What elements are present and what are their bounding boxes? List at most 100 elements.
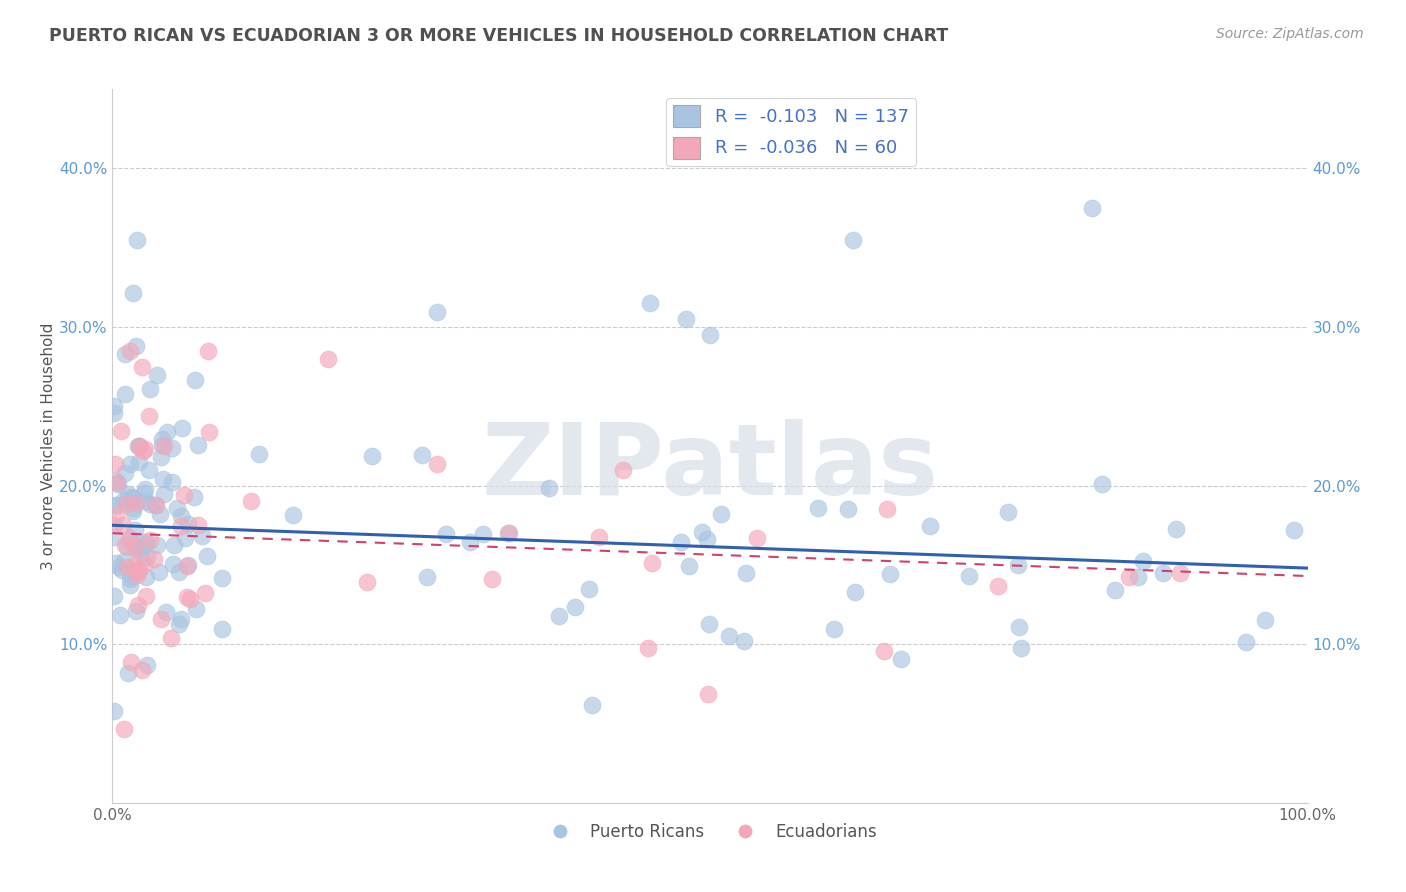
Point [547, 608, 569, 623]
Point [176, 517, 198, 532]
Point [125, 540, 148, 554]
Point [162, 442, 184, 456]
Point [538, 481, 561, 495]
Point [108, 607, 131, 622]
Point [176, 559, 198, 574]
Point [122, 500, 145, 515]
Point [120, 343, 142, 358]
Point [696, 687, 718, 701]
Point [807, 500, 830, 515]
Point [160, 475, 183, 489]
Point [122, 286, 145, 301]
Point [637, 640, 659, 655]
Point [1234, 635, 1257, 649]
Point [146, 538, 169, 552]
Point [115, 560, 138, 574]
Point [198, 425, 221, 439]
Point [120, 490, 142, 504]
Point [131, 359, 153, 374]
Text: Source: ZipAtlas.com: Source: ZipAtlas.com [1216, 27, 1364, 41]
Point [162, 558, 184, 572]
Point [112, 722, 135, 736]
Point [1168, 566, 1191, 581]
Point [1118, 570, 1140, 584]
Point [176, 590, 198, 604]
Point [103, 530, 125, 544]
Point [107, 477, 129, 491]
Point [876, 502, 898, 516]
Point [1104, 582, 1126, 597]
Point [150, 438, 173, 452]
Point [103, 518, 125, 533]
Point [987, 579, 1010, 593]
Point [1164, 522, 1187, 536]
Point [127, 439, 149, 453]
Point [361, 449, 384, 463]
Point [356, 574, 378, 589]
Point [239, 493, 262, 508]
Point [124, 541, 146, 555]
Point [957, 569, 980, 583]
Point [1008, 620, 1031, 634]
Point [118, 533, 141, 547]
Point [135, 550, 157, 565]
Point [121, 504, 143, 518]
Point [124, 524, 146, 538]
Point [134, 442, 156, 456]
Point [472, 526, 495, 541]
Point [122, 491, 145, 505]
Point [162, 538, 184, 552]
Point [498, 526, 520, 541]
Point [564, 600, 586, 615]
Point [135, 535, 157, 549]
Point [612, 463, 634, 477]
Point [152, 472, 174, 486]
Point [1132, 554, 1154, 568]
Point [125, 339, 148, 353]
Point [152, 433, 174, 447]
Point [197, 343, 219, 358]
Point [131, 663, 153, 677]
Point [145, 498, 167, 512]
Point [134, 494, 156, 508]
Point [104, 556, 127, 570]
Text: ZIPatlas: ZIPatlas [482, 419, 938, 516]
Point [997, 505, 1019, 519]
Point [111, 517, 134, 532]
Point [131, 540, 153, 554]
Point [879, 566, 901, 581]
Point [211, 571, 233, 585]
Point [135, 570, 157, 584]
Point [176, 558, 198, 573]
Point [690, 524, 713, 539]
Point [122, 565, 145, 579]
Point [873, 643, 896, 657]
Legend: Puerto Ricans, Ecuadorians: Puerto Ricans, Ecuadorians [536, 817, 884, 848]
Point [139, 497, 162, 511]
Point [135, 589, 157, 603]
Point [117, 666, 139, 681]
Point [187, 518, 209, 533]
Point [281, 508, 304, 522]
Point [125, 604, 148, 618]
Point [105, 475, 128, 490]
Point [143, 552, 166, 566]
Point [112, 493, 135, 508]
Point [588, 530, 610, 544]
Point [118, 578, 141, 592]
Point [114, 467, 136, 481]
Point [669, 534, 692, 549]
Point [104, 474, 127, 488]
Point [166, 501, 188, 516]
Point [641, 556, 664, 570]
Point [134, 486, 156, 500]
Point [460, 535, 482, 549]
Point [1010, 640, 1032, 655]
Point [148, 566, 170, 580]
Point [131, 548, 153, 562]
Point [150, 450, 173, 464]
Point [498, 526, 520, 541]
Point [114, 537, 136, 551]
Point [117, 487, 139, 501]
Point [117, 540, 139, 554]
